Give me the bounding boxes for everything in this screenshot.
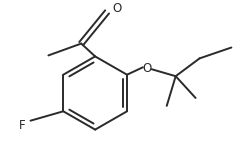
Text: F: F: [19, 119, 26, 132]
Text: O: O: [113, 2, 122, 15]
Text: O: O: [142, 62, 151, 75]
